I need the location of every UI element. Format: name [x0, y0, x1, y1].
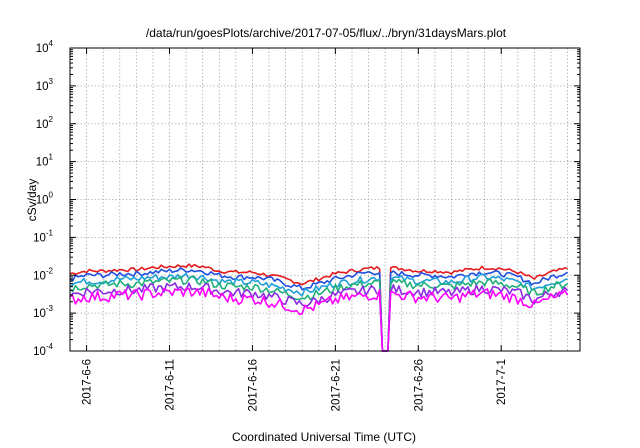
x-tick-label: 2017-6-21 [330, 359, 342, 411]
y-tick-exponent: -4 [46, 342, 54, 351]
series-line [69, 272, 568, 352]
y-tick-exponent: 4 [49, 39, 54, 48]
y-tick-label: 10-4 [33, 342, 53, 358]
grid [70, 48, 580, 351]
x-tick-label: 2017-7-1 [496, 359, 508, 405]
y-tick-label: 104 [36, 39, 54, 55]
y-tick-label: 103 [36, 77, 54, 93]
y-tick-label: 10-2 [33, 266, 53, 282]
ticks [70, 47, 580, 352]
series-line [69, 263, 568, 352]
plot-frame [69, 47, 581, 352]
series-line [69, 287, 569, 352]
y-tick-exponent: 3 [49, 77, 54, 86]
y-tick-label: 10-1 [33, 228, 53, 244]
x-tick-label: 2017-6-11 [165, 359, 177, 411]
x-tick-label: 2017-6-16 [247, 359, 259, 411]
y-tick-exponent: 2 [49, 115, 54, 124]
y-tick-label: 101 [36, 153, 54, 169]
y-tick-exponent: -1 [46, 228, 54, 237]
x-tick-label: 2017-6-6 [82, 359, 94, 405]
x-axis-label: Coordinated Universal Time (UTC) [232, 430, 416, 444]
chart-title: /data/run/goesPlots/archive/2017-07-05/f… [146, 26, 507, 40]
x-tick-labels: 2017-6-6 2017-6-11 2017-6-16 2017-6-21 2017-… [82, 359, 509, 411]
y-tick-exponent: -2 [46, 266, 54, 275]
y-axis-label: cSv/day [25, 179, 39, 222]
y-tick-exponent: 0 [49, 191, 54, 200]
x-tick-label: 2017-6-26 [413, 359, 425, 411]
y-tick-label: 102 [36, 115, 54, 131]
y-tick-exponent: -3 [46, 304, 54, 313]
series-group [69, 263, 569, 352]
y-tick-exponent: 1 [49, 153, 54, 162]
y-tick-label: 10-3 [33, 304, 53, 320]
